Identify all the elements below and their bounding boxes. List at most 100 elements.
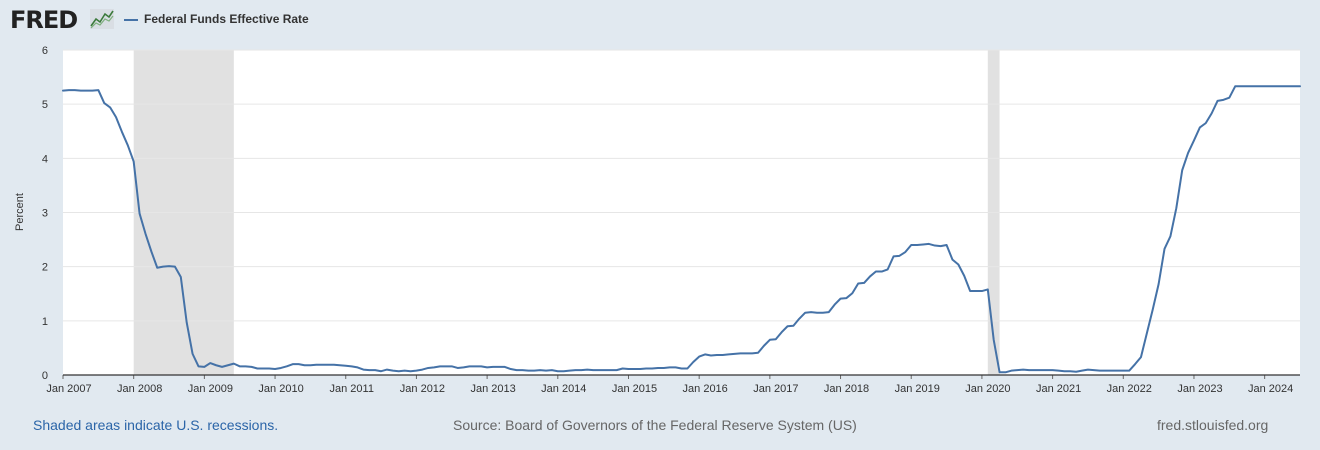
- data-point[interactable]: [543, 368, 549, 374]
- data-point[interactable]: [696, 354, 702, 360]
- data-point[interactable]: [708, 353, 714, 359]
- data-point[interactable]: [1144, 330, 1150, 336]
- data-point[interactable]: [732, 351, 738, 357]
- data-point[interactable]: [743, 350, 749, 356]
- data-point[interactable]: [1026, 367, 1032, 373]
- data-point[interactable]: [72, 87, 78, 93]
- data-point[interactable]: [207, 360, 213, 366]
- data-point[interactable]: [1273, 83, 1279, 89]
- data-point[interactable]: [272, 366, 278, 372]
- data-point[interactable]: [319, 362, 325, 368]
- data-point[interactable]: [1226, 95, 1232, 101]
- data-point[interactable]: [1091, 367, 1097, 373]
- data-point[interactable]: [855, 280, 861, 286]
- data-point[interactable]: [891, 253, 897, 259]
- data-point[interactable]: [60, 88, 66, 94]
- data-point[interactable]: [1061, 368, 1067, 374]
- data-point[interactable]: [625, 366, 631, 372]
- data-point[interactable]: [690, 359, 696, 365]
- data-point[interactable]: [1162, 246, 1168, 252]
- data-point[interactable]: [302, 362, 308, 368]
- data-point[interactable]: [1238, 83, 1244, 89]
- data-point[interactable]: [154, 265, 160, 271]
- data-point[interactable]: [243, 363, 249, 369]
- data-point[interactable]: [508, 366, 514, 372]
- data-point[interactable]: [584, 367, 590, 373]
- data-point[interactable]: [561, 368, 567, 374]
- data-point[interactable]: [1297, 83, 1303, 89]
- data-point[interactable]: [331, 362, 337, 368]
- data-point[interactable]: [814, 310, 820, 316]
- data-point[interactable]: [873, 269, 879, 275]
- data-point[interactable]: [1285, 83, 1291, 89]
- data-point[interactable]: [519, 367, 525, 373]
- data-point[interactable]: [1232, 83, 1238, 89]
- data-point[interactable]: [260, 366, 266, 372]
- data-point[interactable]: [355, 364, 361, 370]
- data-point[interactable]: [425, 365, 431, 371]
- data-point[interactable]: [254, 366, 260, 372]
- data-point[interactable]: [190, 351, 196, 357]
- data-point[interactable]: [861, 280, 867, 286]
- data-point[interactable]: [537, 367, 543, 373]
- data-point[interactable]: [1185, 150, 1191, 156]
- data-point[interactable]: [596, 367, 602, 373]
- data-point[interactable]: [661, 365, 667, 371]
- data-point[interactable]: [119, 129, 125, 135]
- data-point[interactable]: [443, 363, 449, 369]
- data-point[interactable]: [84, 88, 90, 94]
- data-point[interactable]: [525, 368, 531, 374]
- data-point[interactable]: [761, 343, 767, 349]
- data-point[interactable]: [902, 249, 908, 255]
- data-point[interactable]: [914, 242, 920, 248]
- data-point[interactable]: [472, 363, 478, 369]
- data-point[interactable]: [720, 352, 726, 358]
- data-point[interactable]: [1215, 98, 1221, 104]
- data-point[interactable]: [166, 263, 172, 269]
- data-point[interactable]: [949, 257, 955, 263]
- data-point[interactable]: [802, 310, 808, 316]
- data-point[interactable]: [142, 231, 148, 237]
- data-point[interactable]: [172, 264, 178, 270]
- data-point[interactable]: [231, 361, 237, 367]
- data-point[interactable]: [378, 368, 384, 374]
- data-point[interactable]: [938, 243, 944, 249]
- data-point[interactable]: [649, 366, 655, 372]
- data-point[interactable]: [249, 364, 255, 370]
- data-point[interactable]: [684, 366, 690, 372]
- data-point[interactable]: [1097, 368, 1103, 374]
- data-point[interactable]: [932, 243, 938, 249]
- data-point[interactable]: [466, 363, 472, 369]
- data-point[interactable]: [1008, 368, 1014, 374]
- data-point[interactable]: [1114, 368, 1120, 374]
- data-point[interactable]: [637, 366, 643, 372]
- data-point[interactable]: [201, 364, 207, 370]
- data-point[interactable]: [838, 296, 844, 302]
- data-point[interactable]: [66, 87, 72, 93]
- data-point[interactable]: [920, 241, 926, 247]
- data-point[interactable]: [726, 351, 732, 357]
- data-point[interactable]: [89, 88, 95, 94]
- data-point[interactable]: [1156, 281, 1162, 287]
- data-point[interactable]: [590, 367, 596, 373]
- data-point[interactable]: [402, 368, 408, 374]
- data-point[interactable]: [384, 367, 390, 373]
- data-point[interactable]: [1038, 367, 1044, 373]
- data-point[interactable]: [1197, 124, 1203, 130]
- data-point[interactable]: [832, 302, 838, 308]
- data-point[interactable]: [178, 274, 184, 280]
- data-point[interactable]: [237, 363, 243, 369]
- data-point[interactable]: [667, 364, 673, 370]
- data-point[interactable]: [1167, 233, 1173, 239]
- data-point[interactable]: [113, 114, 119, 120]
- data-point[interactable]: [1085, 367, 1091, 373]
- data-point[interactable]: [1203, 120, 1209, 126]
- data-point[interactable]: [1002, 369, 1008, 375]
- data-point[interactable]: [849, 290, 855, 296]
- data-point[interactable]: [549, 367, 555, 373]
- data-point[interactable]: [1109, 368, 1115, 374]
- data-point[interactable]: [408, 368, 414, 374]
- data-point[interactable]: [484, 364, 490, 370]
- data-point[interactable]: [461, 364, 467, 370]
- data-point[interactable]: [961, 273, 967, 279]
